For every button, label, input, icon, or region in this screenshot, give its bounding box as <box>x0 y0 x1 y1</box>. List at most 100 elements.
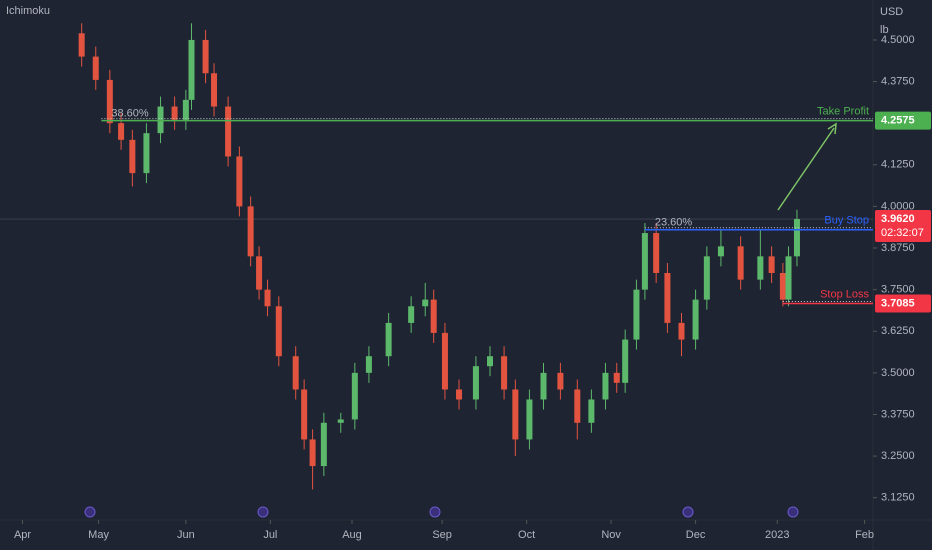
countdown: 02:32:07 <box>881 227 924 239</box>
candle-body <box>236 156 243 207</box>
y-tick-label: 3.6250 <box>881 325 915 337</box>
y-tick-label: 4.3750 <box>881 75 915 87</box>
x-tick-label: Apr <box>14 529 31 541</box>
candle-body <box>557 372 564 390</box>
event-icon <box>787 506 799 518</box>
candle-body <box>641 233 648 290</box>
y-tick-label: 3.1250 <box>881 492 915 504</box>
event-icon <box>257 506 269 518</box>
y-tick-label: 3.8750 <box>881 242 915 254</box>
candle-body <box>588 399 595 423</box>
candle-body <box>256 256 263 290</box>
candle-body <box>118 123 125 140</box>
event-icons <box>84 506 799 518</box>
candle-body <box>602 372 609 400</box>
candle-body <box>757 256 764 280</box>
candle-body <box>422 299 429 307</box>
y-tick-label: 3.5000 <box>881 367 915 379</box>
candle-body <box>292 356 299 390</box>
candle-body <box>633 289 640 340</box>
candle-body <box>351 372 358 420</box>
candle-body <box>501 356 508 390</box>
fib-label: 23.60% <box>655 217 693 229</box>
candle-body <box>793 219 800 257</box>
candle-body <box>441 332 448 390</box>
candle-body <box>337 419 344 423</box>
candle-body <box>78 33 85 57</box>
candle-body <box>247 206 254 257</box>
event-icon <box>429 506 441 518</box>
candle-body <box>703 256 710 300</box>
candle-body <box>526 399 533 440</box>
candle-body <box>768 256 775 273</box>
candle-body <box>737 246 744 280</box>
candle-body <box>385 322 392 357</box>
x-tick-label: Oct <box>518 529 535 541</box>
event-icon <box>84 506 96 518</box>
x-tick-label: May <box>88 529 109 541</box>
candle-body <box>678 322 685 340</box>
level-badge <box>875 294 931 313</box>
candle-body <box>264 289 271 307</box>
level-badge-label: 3.7085 <box>881 297 915 309</box>
candle-body <box>143 133 150 174</box>
level-name: Stop Loss <box>820 288 869 300</box>
level-name: Buy Stop <box>824 215 869 227</box>
candle-body <box>653 233 660 273</box>
x-tick-label: 2023 <box>765 529 789 541</box>
last-price-label: 3.9620 <box>881 213 915 225</box>
candle-body <box>785 256 792 300</box>
level-badge-label: 4.2575 <box>881 115 915 127</box>
candle-body <box>430 299 437 333</box>
candle-body <box>456 389 463 400</box>
candle-body <box>487 356 494 367</box>
candle-body <box>275 306 282 357</box>
x-tick-label: Feb <box>855 529 874 541</box>
candle-body <box>613 372 620 383</box>
candle-body <box>779 272 786 300</box>
y-tick-label: 3.2500 <box>881 450 915 462</box>
fib-label: 38.60% <box>111 108 149 120</box>
level-name: Take Profit <box>817 106 869 118</box>
candle-body <box>408 306 415 323</box>
x-tick-label: Sep <box>432 529 452 541</box>
event-icon <box>682 506 694 518</box>
candle-body <box>92 56 99 80</box>
currency: USD <box>880 6 903 18</box>
y-tick-label: 4.1250 <box>881 159 915 171</box>
candle-body <box>365 356 372 373</box>
candle-body <box>106 79 113 124</box>
candle-body <box>188 39 195 100</box>
candle-body <box>717 246 724 257</box>
x-tick-label: Nov <box>601 529 621 541</box>
candle-body <box>157 106 164 134</box>
y-tick-label: 3.3750 <box>881 408 915 420</box>
candle-body <box>301 389 308 440</box>
candle-body <box>309 439 316 467</box>
candle-body <box>472 366 479 400</box>
level-badge <box>875 111 931 130</box>
x-tick-label: Jun <box>177 529 195 541</box>
candle-body <box>320 422 327 467</box>
y-tick-label: 4.0000 <box>881 200 915 212</box>
last-price-badge <box>875 210 931 243</box>
candle-body <box>171 106 178 120</box>
x-tick-label: Jul <box>263 529 277 541</box>
candle-body <box>129 139 136 174</box>
candle-body <box>692 299 699 340</box>
candle-body <box>574 389 581 423</box>
arrow <box>777 127 835 211</box>
candle-body <box>512 389 519 440</box>
y-tick-label: 3.7500 <box>881 284 915 296</box>
y-tick-label: 4.5000 <box>881 34 915 46</box>
unit: lb <box>880 24 889 36</box>
candle-body <box>182 99 189 120</box>
x-tick-label: Aug <box>342 529 362 541</box>
arrow-head <box>827 122 837 135</box>
x-tick-label: Dec <box>686 529 706 541</box>
candle-body <box>211 73 218 107</box>
candle-body <box>622 339 629 383</box>
indicator-label: Ichimoku <box>6 5 50 17</box>
candle-body <box>225 106 232 157</box>
